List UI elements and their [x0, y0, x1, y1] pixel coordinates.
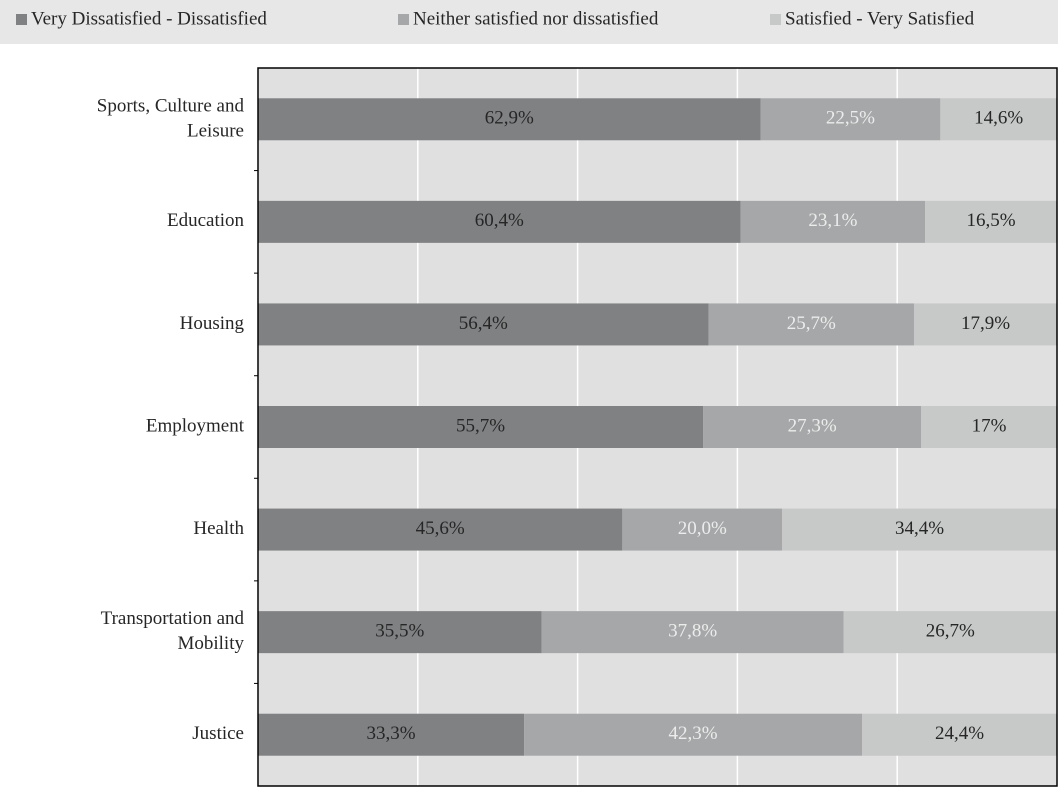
legend-marker: [770, 14, 781, 25]
data-label: 17%: [972, 415, 1007, 436]
data-label: 55,7%: [456, 415, 505, 436]
data-label: 37,8%: [668, 621, 717, 642]
data-label: 27,3%: [788, 415, 837, 436]
bar-segment: [622, 508, 783, 551]
legend-label: Satisfied - Very Satisfied: [785, 8, 975, 29]
data-label: 56,4%: [459, 313, 508, 334]
y-tick-label: Health: [193, 518, 244, 539]
data-label: 34,4%: [895, 518, 944, 539]
data-label: 16,5%: [967, 210, 1016, 231]
y-tick-label: Housing: [180, 313, 245, 334]
bar-segment: [258, 508, 623, 551]
data-label: 17,9%: [961, 313, 1010, 334]
legend-marker: [398, 14, 409, 25]
data-label: 42,3%: [669, 723, 718, 744]
bar-segment: [740, 200, 926, 243]
legend-label: Neither satisfied nor dissatisfied: [413, 8, 659, 29]
bar-segment: [541, 611, 844, 654]
bar-segment: [708, 303, 914, 346]
bar-segment: [862, 713, 1057, 756]
data-label: 62,9%: [485, 108, 534, 129]
legend-marker: [16, 14, 27, 25]
bar-segment: [258, 611, 542, 654]
data-label: 25,7%: [787, 313, 836, 334]
data-label: 45,6%: [416, 518, 465, 539]
bar-segment: [258, 200, 741, 243]
bar-segment: [782, 508, 1057, 551]
bar-segment: [258, 98, 761, 141]
data-label: 60,4%: [475, 210, 524, 231]
bar-segment: [913, 303, 1057, 346]
bar-segment: [258, 303, 709, 346]
data-label: 20,0%: [678, 518, 727, 539]
data-label: 14,6%: [974, 108, 1023, 129]
data-label: 26,7%: [926, 621, 975, 642]
plot-border: [257, 67, 1058, 787]
bar-segment: [940, 98, 1057, 141]
bar-segment: [760, 98, 941, 141]
bar-segment: [703, 406, 922, 448]
bar-segment: [258, 406, 704, 448]
bar-segment: [524, 713, 863, 756]
legend-label: Very Dissatisfied - Dissatisfied: [31, 8, 267, 29]
data-label: 24,4%: [935, 723, 984, 744]
bar-segment: [921, 406, 1057, 448]
data-label: 33,3%: [366, 723, 415, 744]
bar-segment: [843, 611, 1057, 654]
y-tick-label: Sports, Culture and Leisure: [97, 96, 245, 142]
data-label: 22,5%: [826, 108, 875, 129]
legend-background: [0, 0, 1058, 44]
bar-segment: [925, 200, 1057, 243]
y-tick-label: Employment: [146, 415, 245, 436]
data-label: 23,1%: [808, 210, 857, 231]
y-tick-label: Justice: [192, 723, 244, 744]
y-tick-label: Education: [167, 210, 245, 231]
y-tick-label: Transportation and Mobility: [101, 609, 245, 655]
bar-segment: [258, 713, 525, 756]
data-label: 35,5%: [375, 621, 424, 642]
